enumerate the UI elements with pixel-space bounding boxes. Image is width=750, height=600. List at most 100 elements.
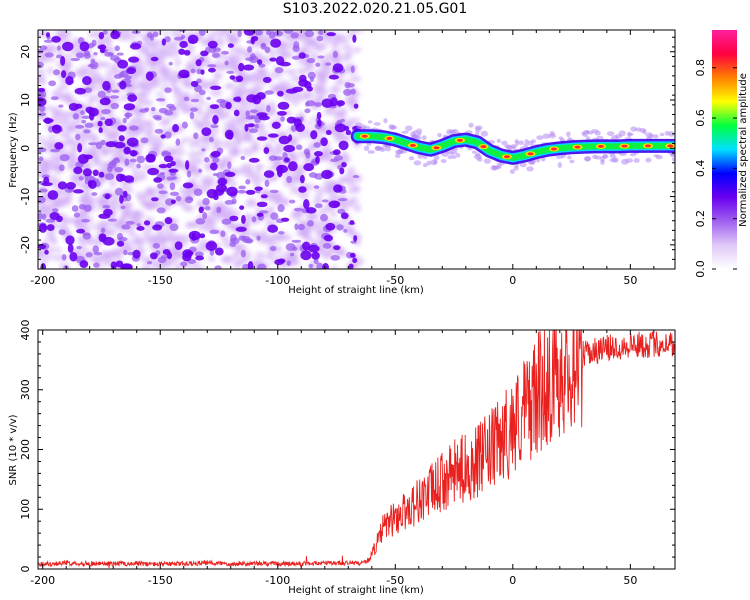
noise-blob <box>87 180 93 188</box>
noise-blob <box>43 159 55 166</box>
noise-blob <box>60 56 66 66</box>
noise-blob <box>114 166 124 173</box>
noise-blob <box>105 68 113 79</box>
noise-blob <box>43 39 54 43</box>
noise-blob <box>221 218 232 225</box>
noise-blob <box>81 119 87 124</box>
noise-blob <box>304 108 311 114</box>
noise-blob <box>222 255 232 262</box>
track-halo-dot <box>394 153 401 159</box>
noise-blob <box>38 67 45 76</box>
noise-blob <box>229 241 237 248</box>
noise-blob <box>317 43 326 52</box>
noise-blob <box>51 36 61 43</box>
noise-blob <box>50 96 59 101</box>
noise-blob <box>284 157 290 163</box>
colorbar-tick-label: 0.6 <box>694 109 707 127</box>
noise-blob <box>191 164 199 174</box>
noise-blob <box>220 230 226 238</box>
noise-blob <box>297 223 305 231</box>
track-halo-dot <box>451 154 457 159</box>
noise-blob <box>249 128 259 134</box>
noise-blob <box>126 67 137 75</box>
noise-blob <box>226 70 235 75</box>
noise-blob <box>150 142 165 148</box>
noise-blob <box>297 94 304 102</box>
noise-blob <box>334 155 344 161</box>
noise-blob <box>84 122 94 128</box>
track-halo-dot <box>652 134 659 139</box>
noise-blob <box>102 236 115 246</box>
noise-blob <box>208 136 214 143</box>
noise-blob <box>351 47 362 53</box>
noise-blob <box>82 185 92 191</box>
noise-blob <box>93 158 101 166</box>
noise-blob <box>163 155 174 163</box>
noise-blob <box>317 118 322 127</box>
track-halo-dot <box>451 128 459 135</box>
noise-blob <box>229 75 236 80</box>
noise-blob <box>135 191 146 199</box>
noise-blob <box>44 52 54 58</box>
noise-blob <box>110 148 124 155</box>
noise-blob <box>260 42 267 50</box>
noise-blob <box>93 251 103 256</box>
noise-blob <box>39 258 48 266</box>
colorbar-tick-label: 0.8 <box>694 59 707 77</box>
noise-blob <box>267 205 275 211</box>
noise-blob <box>82 168 92 177</box>
noise-blob <box>350 252 356 258</box>
noise-blob <box>190 80 199 88</box>
noise-blob <box>307 244 320 253</box>
noise-blob <box>51 109 60 117</box>
noise-blob <box>175 138 181 146</box>
noise-blob <box>227 161 232 170</box>
noise-blob <box>236 46 245 56</box>
noise-blob <box>197 150 207 157</box>
noise-blob <box>76 245 82 250</box>
noise-blob <box>190 176 197 183</box>
noise-blob <box>75 133 81 141</box>
noise-blob <box>175 195 182 202</box>
track-halo-dot <box>383 118 388 124</box>
noise-blob <box>38 32 47 37</box>
noise-blob <box>270 212 279 221</box>
noise-blob <box>152 242 161 249</box>
noise-blob <box>263 147 270 155</box>
noise-blob <box>278 135 291 145</box>
noise-blob <box>144 107 150 112</box>
track-halo-dot <box>496 138 501 143</box>
noise-blob <box>57 85 70 90</box>
track-halo-dot <box>450 150 458 155</box>
noise-blob <box>314 203 323 209</box>
noise-blob <box>114 45 120 52</box>
noise-blob <box>102 252 115 258</box>
noise-blob <box>224 84 233 89</box>
noise-blob <box>237 189 247 194</box>
noise-blob <box>162 249 171 255</box>
noise-blob <box>300 250 312 261</box>
noise-blob <box>151 107 156 112</box>
noise-blob <box>237 30 242 38</box>
noise-blob <box>254 169 262 180</box>
noise-blob <box>204 205 211 211</box>
noise-blob <box>179 137 194 143</box>
noise-blob <box>65 235 75 245</box>
noise-blob <box>46 66 54 75</box>
noise-blob <box>248 157 260 163</box>
noise-blob <box>99 97 111 106</box>
noise-blob <box>259 103 269 109</box>
noise-blob <box>277 90 284 97</box>
snr-x-tick-label: -50 <box>386 574 404 587</box>
snr-x-tick-label: -100 <box>265 574 290 587</box>
noise-blob <box>104 51 113 57</box>
colorbar-label: Normalized spectral amplitude <box>738 73 749 227</box>
noise-blob <box>207 255 216 263</box>
track-halo-dot <box>440 159 447 164</box>
noise-blob <box>283 30 294 34</box>
noise-blob <box>246 197 256 207</box>
noise-blob <box>114 187 124 196</box>
noise-blob <box>254 251 265 260</box>
track-halo-dot <box>475 126 481 133</box>
noise-blob <box>95 85 105 92</box>
